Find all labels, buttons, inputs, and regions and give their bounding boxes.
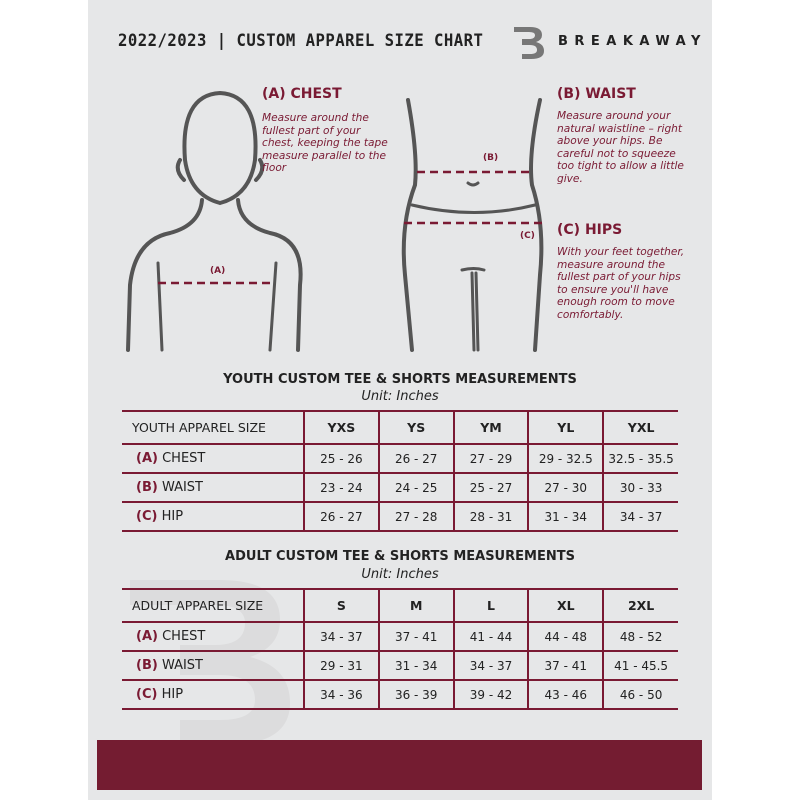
measurement-value: 34 - 37 — [452, 650, 529, 681]
measurement-value: 37 - 41 — [377, 621, 454, 652]
chest-heading: (A) CHEST — [262, 86, 342, 102]
measurement-value: 48 - 52 — [602, 621, 678, 652]
measurement-name: CHEST — [162, 629, 206, 644]
size-column-header: M — [377, 588, 454, 623]
measurement-value: 29 - 31 — [303, 650, 379, 681]
measurement-value: 46 - 50 — [602, 679, 678, 710]
measurement-value: 27 - 30 — [527, 472, 604, 503]
measurement-name: HIP — [161, 687, 184, 702]
measurement-value: 34 - 37 — [303, 621, 379, 652]
measurement-value: 31 - 34 — [377, 650, 454, 681]
adult-unit: Unit: Inches — [361, 567, 439, 582]
chest-description: Measure around the fullest part of your … — [262, 112, 388, 174]
measurement-label: (A) CHEST — [122, 443, 304, 474]
table-header-row: YOUTH APPAREL SIZE YXS YS YM YL YXL — [122, 410, 678, 445]
measurement-value: 29 - 32.5 — [527, 443, 604, 474]
table-row: (A) CHEST 25 - 26 26 - 27 27 - 29 29 - 32.5 3… — [122, 443, 678, 474]
measurement-letter: (A) — [136, 629, 158, 644]
size-column-header: YXS — [303, 410, 379, 445]
measurement-value: 41 - 45.5 — [602, 650, 678, 681]
measurement-label: (C) HIP — [122, 501, 304, 532]
measurement-value: 43 - 46 — [527, 679, 604, 710]
waist-heading: (B) WAIST — [557, 86, 636, 102]
measurement-letter: (C) — [136, 687, 158, 702]
size-column-header: YS — [377, 410, 454, 445]
measurement-value: 26 - 27 — [377, 443, 454, 474]
measurement-letter: (B) — [136, 658, 158, 673]
measurement-value: 24 - 25 — [377, 472, 454, 503]
hips-heading: (C) HIPS — [557, 222, 623, 238]
size-column-header: 2XL — [602, 588, 678, 623]
measurement-letter: (B) — [136, 480, 158, 495]
measurement-name: WAIST — [161, 658, 204, 673]
table-row: (A) CHEST 34 - 37 37 - 41 41 - 44 44 - 48 48 … — [122, 621, 678, 652]
measurement-value: 41 - 44 — [452, 621, 529, 652]
measurement-value: 39 - 42 — [452, 679, 529, 710]
measurement-value: 23 - 24 — [303, 472, 379, 503]
brand-name: BREAKAWAY — [558, 34, 707, 49]
adult-table-title: ADULT CUSTOM TEE & SHORTS MEASUREMENTS — [225, 549, 575, 564]
table-row: (C) HIP 34 - 36 36 - 39 39 - 42 43 - 46 46 - … — [122, 679, 678, 710]
size-header: YOUTH APPAREL SIZE — [122, 410, 304, 445]
size-column-header: XL — [527, 588, 604, 623]
measurement-label: (B) WAIST — [122, 472, 304, 503]
measurement-label: (C) HIP — [122, 679, 304, 710]
measurement-value: 28 - 31 — [452, 501, 529, 532]
youth-size-table: YOUTH APPAREL SIZE YXS YS YM YL YXL (A) CHEST 2… — [122, 410, 678, 532]
waist-marker: (B) — [483, 153, 499, 163]
size-column-header: L — [452, 588, 529, 623]
measurement-value: 25 - 27 — [452, 472, 529, 503]
table-row: (B) WAIST 29 - 31 31 - 34 34 - 37 37 - 41 41 … — [122, 650, 678, 681]
measurement-letter: (A) — [136, 451, 158, 466]
measurement-value: 31 - 34 — [527, 501, 604, 532]
adult-size-table: ADULT APPAREL SIZE S M L XL 2XL (A) CHEST 34 - … — [122, 588, 678, 710]
table-row: (C) HIP 26 - 27 27 - 28 28 - 31 31 - 34 34 - … — [122, 501, 678, 532]
table-row: (B) WAIST 23 - 24 24 - 25 25 - 27 27 - 30 30 … — [122, 472, 678, 503]
measurement-label: (A) CHEST — [122, 621, 304, 652]
size-column-header: S — [303, 588, 379, 623]
measurement-value: 44 - 48 — [527, 621, 604, 652]
table-header-row: ADULT APPAREL SIZE S M L XL 2XL — [122, 588, 678, 623]
measurement-value: 30 - 33 — [602, 472, 678, 503]
measurement-letter: (C) — [136, 509, 158, 524]
measurement-name: WAIST — [161, 480, 204, 495]
size-column-header: YL — [527, 410, 604, 445]
hips-description: With your feet together, measure around … — [557, 246, 685, 321]
measurement-value: 32.5 - 35.5 — [602, 443, 678, 474]
chest-marker: (A) — [210, 266, 226, 276]
hips-marker: (C) — [520, 231, 535, 241]
measurement-name: HIP — [161, 509, 184, 524]
size-column-header: YM — [452, 410, 529, 445]
size-column-header: YXL — [602, 410, 678, 445]
size-header: ADULT APPAREL SIZE — [122, 588, 304, 623]
waist-description: Measure around your natural waistline – … — [557, 110, 684, 185]
measurement-value: 25 - 26 — [303, 443, 379, 474]
brand-logo — [514, 27, 544, 59]
measurement-name: CHEST — [162, 451, 206, 466]
youth-table-title: YOUTH CUSTOM TEE & SHORTS MEASUREMENTS — [223, 372, 577, 387]
measurement-value: 26 - 27 — [303, 501, 379, 532]
measurement-label: (B) WAIST — [122, 650, 304, 681]
lower-body-figure — [401, 98, 544, 352]
youth-unit: Unit: Inches — [361, 389, 439, 404]
measurement-value: 27 - 29 — [452, 443, 529, 474]
measurement-value: 37 - 41 — [527, 650, 604, 681]
upper-body-figure — [126, 90, 303, 352]
measurement-value: 27 - 28 — [377, 501, 454, 532]
measurement-value: 34 - 37 — [602, 501, 678, 532]
footer-band — [97, 740, 702, 790]
measurement-value: 34 - 36 — [303, 679, 379, 710]
page-title: 2022/2023 | CUSTOM APPAREL SIZE CHART — [118, 31, 484, 51]
measurement-value: 36 - 39 — [377, 679, 454, 710]
